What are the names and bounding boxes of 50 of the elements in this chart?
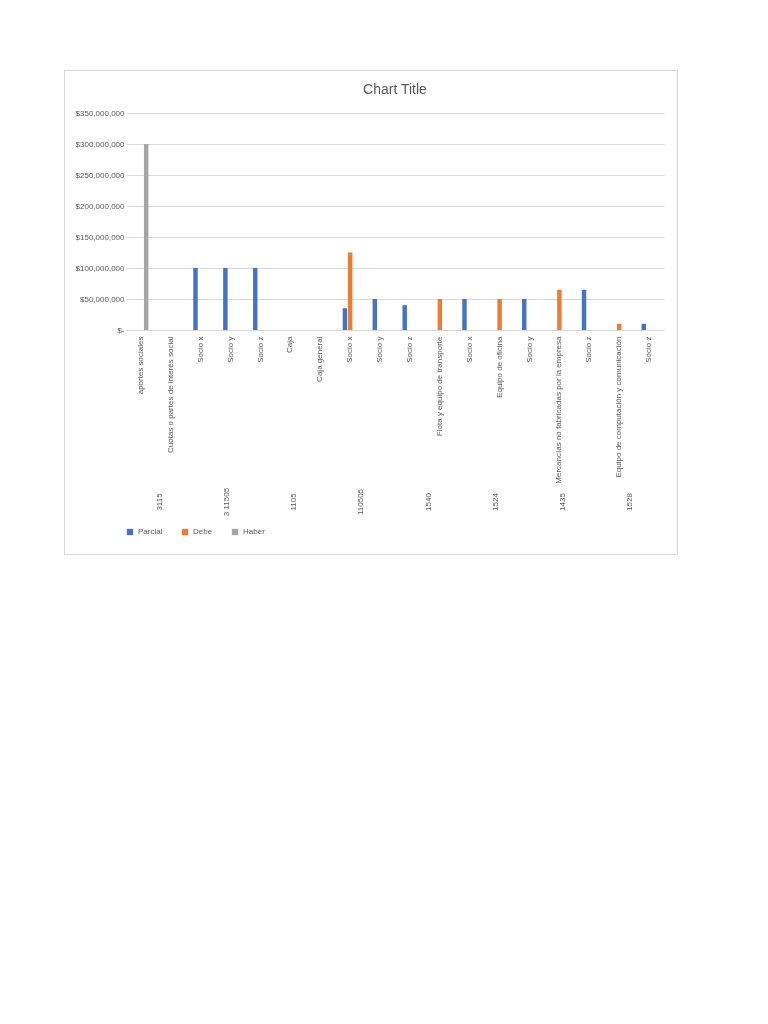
- x-tick-label: Socio z: [404, 336, 414, 363]
- legend-label: Debe: [193, 527, 213, 536]
- text: 3115: [154, 492, 164, 511]
- x-tick-label: Cuotas o partes de interés social: [165, 336, 175, 454]
- y-tick-label: $350,000,000: [75, 108, 126, 118]
- text: 1435: [558, 492, 568, 511]
- x-tick-label: aportes sociales: [135, 336, 145, 395]
- x-tick-label: Socio z: [584, 336, 594, 363]
- y-tick-label: $-: [117, 325, 125, 335]
- y-tick-label: $200,000,000: [75, 201, 126, 211]
- bar: [253, 268, 258, 330]
- x-tick-label: Mercancías no fabricadas por la empresa: [554, 335, 564, 484]
- bar: [557, 289, 562, 330]
- text: 1105: [289, 492, 299, 511]
- bar: [372, 299, 378, 330]
- y-tick-label: $100,000,000: [75, 263, 126, 273]
- bar: [437, 299, 443, 330]
- x-tick-label: Socio z: [644, 336, 654, 363]
- y-tick-label: $250,000,000: [75, 170, 126, 180]
- x-tick-label: Socio x: [464, 336, 474, 363]
- text: 1528: [625, 492, 635, 511]
- x-tick-label: Caja general: [315, 336, 325, 382]
- y-tick-label: $50,000,000: [80, 294, 126, 304]
- y-tick-label: $150,000,000: [75, 232, 126, 242]
- x-tick-label: Equipo de computación y comunicación: [614, 336, 624, 478]
- x-tick-label: Socio x: [195, 336, 205, 363]
- bar: [522, 299, 527, 330]
- bar: [402, 305, 407, 330]
- x-tick-label: Socio x: [345, 336, 355, 363]
- bar: [193, 268, 198, 330]
- y-tick-label: $300,000,000: [75, 139, 126, 149]
- x-tick-label: Socio z: [255, 336, 265, 363]
- bar: [342, 308, 348, 330]
- text: 1524: [490, 492, 500, 511]
- bar: [223, 268, 228, 330]
- x-tick-label: Socio y: [375, 336, 385, 363]
- bar: [143, 144, 149, 330]
- legend-label: Haber: [243, 527, 266, 536]
- x-tick-label: Equipo de oficina: [494, 335, 504, 398]
- text: 1540: [423, 492, 433, 511]
- chart-title: Chart Title: [363, 81, 428, 97]
- x-tick-label: Socio y: [225, 336, 235, 363]
- bar: [462, 299, 467, 330]
- text: 110505: [356, 488, 366, 516]
- text: 3 11505: [221, 487, 231, 517]
- x-tick-label: Caja: [285, 335, 295, 353]
- x-tick-label: Flota y equipo de transporte: [434, 335, 444, 437]
- x-tick-label: Socio y: [524, 336, 534, 363]
- bar: [497, 299, 502, 330]
- legend-label: Parcial: [138, 527, 163, 536]
